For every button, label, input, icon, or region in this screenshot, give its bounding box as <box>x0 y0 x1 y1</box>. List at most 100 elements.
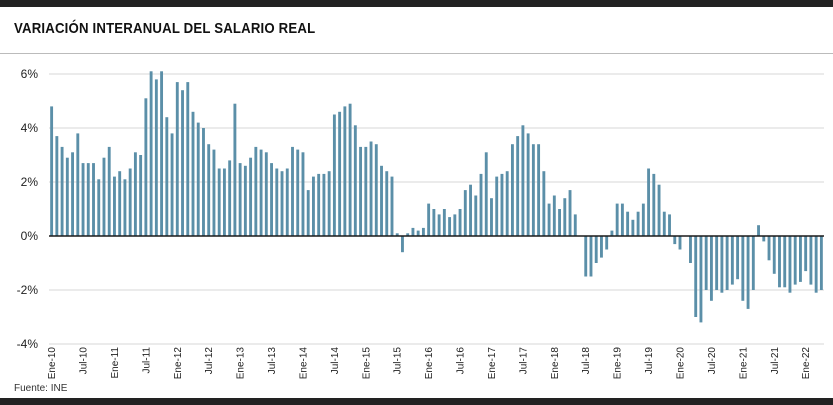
bar <box>270 163 273 236</box>
bar <box>552 195 556 236</box>
x-axis-ticks: Ene-10 Jul-10 Ene-11 Jul-11 Ene-12 Jul-12 Ene-… <box>47 347 812 380</box>
bar <box>490 198 493 236</box>
bar <box>380 165 383 236</box>
bar <box>81 163 85 236</box>
bar <box>395 233 399 236</box>
bar <box>175 82 179 236</box>
x-tick-label: Jul-10 <box>79 347 90 375</box>
gridlines <box>49 73 824 345</box>
bar <box>238 163 242 236</box>
bar <box>353 125 357 236</box>
bar <box>217 168 221 236</box>
bar <box>453 214 457 236</box>
bar <box>65 157 69 236</box>
bar <box>233 103 237 236</box>
bar <box>280 171 284 236</box>
bar <box>364 146 368 236</box>
bar <box>149 71 153 236</box>
bar <box>144 98 148 236</box>
bar <box>86 163 90 236</box>
bar <box>542 171 546 236</box>
bar <box>222 168 226 236</box>
bar <box>699 236 703 323</box>
bar <box>165 117 169 236</box>
bar <box>301 152 305 236</box>
bar <box>458 209 462 236</box>
x-tick-label: Ene-20 <box>676 347 687 380</box>
bar <box>741 236 745 301</box>
bar <box>620 203 624 236</box>
x-tick-label: Ene-16 <box>424 347 435 380</box>
bar <box>322 173 326 236</box>
bar <box>416 230 420 236</box>
bar <box>537 144 541 236</box>
bar <box>202 128 205 236</box>
bar <box>306 190 310 236</box>
bar <box>296 149 300 236</box>
bar <box>657 184 661 236</box>
bar <box>170 133 174 236</box>
bar <box>762 236 766 242</box>
bar <box>113 176 116 236</box>
bar <box>788 236 792 293</box>
bar <box>474 195 478 236</box>
bar <box>76 133 80 236</box>
bar <box>757 225 760 236</box>
bar <box>814 236 818 293</box>
bar <box>652 173 656 236</box>
x-tick-label: Ene-12 <box>173 347 184 380</box>
bar <box>411 227 415 236</box>
bar <box>196 122 200 236</box>
x-tick-label: Jul-13 <box>267 347 278 375</box>
bar <box>448 217 452 236</box>
bar <box>484 152 488 236</box>
bar <box>123 179 127 236</box>
bar <box>259 149 263 236</box>
bar <box>730 236 734 285</box>
x-tick-label: Ene-17 <box>487 347 498 380</box>
bar <box>641 203 645 236</box>
bar <box>647 168 651 236</box>
bar <box>254 146 258 236</box>
title-divider <box>0 53 833 54</box>
x-tick-label: Jul-12 <box>204 347 215 375</box>
bar <box>327 171 331 236</box>
bar <box>107 146 111 236</box>
bar <box>720 236 724 293</box>
bar <box>736 236 740 280</box>
x-tick-label: Jul-14 <box>330 347 341 375</box>
bar <box>531 144 535 236</box>
x-tick-label: Jul-16 <box>456 347 467 375</box>
bar <box>804 236 808 272</box>
bar <box>694 236 698 317</box>
bar <box>275 168 279 236</box>
bar <box>374 144 378 236</box>
bar <box>312 176 315 236</box>
bar <box>584 236 588 277</box>
x-tick-label: Jul-19 <box>644 347 655 375</box>
bar <box>610 230 614 236</box>
bar <box>636 211 640 236</box>
bar <box>427 203 431 236</box>
bar <box>589 236 593 277</box>
bar <box>495 176 499 236</box>
bar <box>118 171 122 236</box>
bar <box>92 163 95 236</box>
bars <box>50 71 823 323</box>
bar <box>432 209 436 236</box>
bar <box>573 214 577 236</box>
bar <box>212 149 216 236</box>
x-tick-label: Jul-11 <box>141 347 152 374</box>
bar <box>285 168 289 236</box>
bar <box>71 152 74 236</box>
bar <box>715 236 719 290</box>
bar <box>139 155 143 236</box>
bar <box>50 106 54 237</box>
bar <box>191 111 195 236</box>
x-tick-label: Ene-21 <box>738 347 749 380</box>
bar <box>479 173 483 236</box>
bar <box>442 209 446 236</box>
bar <box>385 171 389 236</box>
